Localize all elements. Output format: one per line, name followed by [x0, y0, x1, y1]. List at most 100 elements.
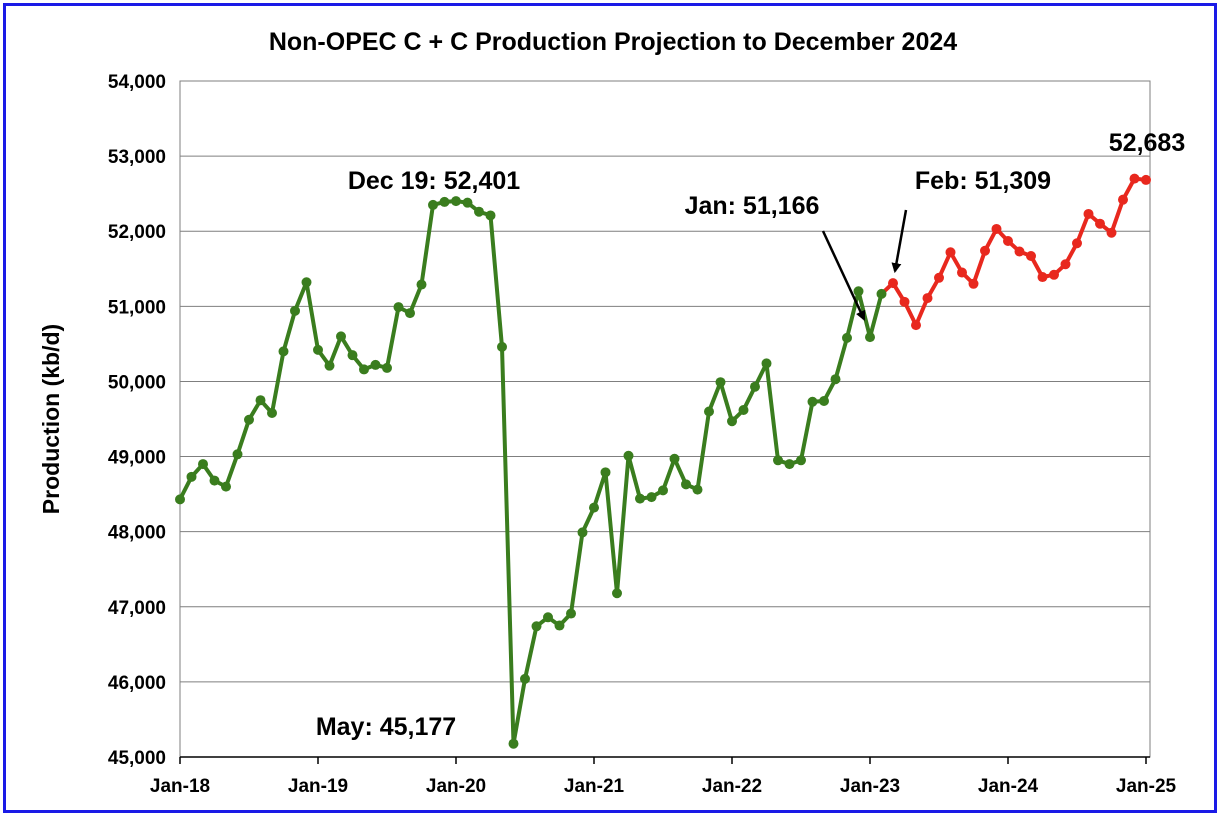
- data-point: [301, 277, 312, 288]
- data-point: [416, 279, 427, 290]
- data-point: [451, 196, 461, 207]
- data-point: [888, 278, 898, 289]
- data-point: [1026, 251, 1036, 262]
- chart-title: Non-OPEC C + C Production Projection to …: [269, 28, 957, 56]
- data-point: [370, 359, 381, 370]
- data-point: [267, 407, 277, 418]
- data-point: [750, 381, 760, 392]
- y-tick-label: 46,000: [108, 673, 166, 694]
- data-point: [807, 396, 818, 407]
- data-point: [439, 196, 450, 207]
- series-lines: [178, 176, 1147, 746]
- data-point: [485, 210, 496, 221]
- data-point: [255, 395, 266, 406]
- series-line-0: [178, 199, 884, 746]
- y-tick-label: 53,000: [108, 147, 166, 168]
- data-point: [1083, 208, 1094, 219]
- data-point: [738, 404, 749, 415]
- data-point: [1095, 218, 1105, 229]
- data-point: [1003, 235, 1013, 246]
- data-point: [842, 332, 852, 343]
- x-tick-label: Jan-25: [1116, 776, 1177, 797]
- data-point: [612, 588, 622, 599]
- data-point: [796, 455, 806, 466]
- y-tick-label: 45,000: [108, 748, 166, 769]
- data-point: [934, 272, 944, 283]
- data-point: [830, 374, 841, 385]
- data-point: [1141, 174, 1151, 185]
- data-point: [922, 293, 933, 304]
- y-tick-label: 52,000: [108, 222, 166, 243]
- y-tick-label: 51,000: [108, 297, 166, 318]
- data-point: [405, 308, 415, 319]
- annotation-label: Dec 19: 52,401: [348, 167, 520, 195]
- annotation-label: Jan: 51,166: [685, 192, 820, 220]
- y-tick-label: 47,000: [108, 598, 166, 619]
- x-tick-label: Jan-24: [978, 776, 1039, 797]
- data-point: [543, 612, 553, 623]
- y-tick-label: 48,000: [108, 523, 166, 544]
- data-point: [290, 305, 300, 316]
- data-point: [428, 199, 438, 210]
- data-point: [186, 471, 197, 482]
- data-point: [497, 341, 507, 352]
- data-point: [669, 453, 680, 464]
- data-point: [209, 475, 220, 486]
- y-tick-label: 54,000: [108, 72, 166, 93]
- data-point: [853, 286, 864, 297]
- data-point: [554, 620, 565, 631]
- x-tick-label: Jan-22: [702, 776, 762, 797]
- data-point: [577, 527, 588, 538]
- chart-frame: [3, 3, 1217, 813]
- data-point: [876, 288, 887, 299]
- data-point: [520, 673, 530, 684]
- series-line-1: [880, 176, 1147, 328]
- data-point: [980, 245, 990, 256]
- annotation-arrow: [821, 230, 866, 321]
- y-tick-labels: 45,000 46,000 47,000 48,000 49,000 50,000 51,0…: [108, 72, 166, 769]
- data-point: [244, 414, 254, 425]
- x-tick-label: Jan-18: [150, 776, 210, 797]
- data-point: [658, 485, 668, 496]
- y-tick-label: 50,000: [108, 372, 166, 393]
- data-point: [704, 406, 714, 417]
- data-point: [727, 416, 737, 427]
- annotation-label: Feb: 51,309: [915, 167, 1051, 195]
- data-point: [336, 331, 346, 342]
- data-point: [1072, 238, 1082, 249]
- data-point: [635, 493, 645, 504]
- x-tick-label: Jan-20: [426, 776, 486, 797]
- annotation-arrows: [821, 209, 908, 321]
- data-point: [715, 377, 726, 388]
- data-point: [508, 738, 519, 749]
- data-point: [589, 502, 599, 513]
- data-point: [1049, 269, 1059, 280]
- data-point: [347, 350, 358, 361]
- data-point: [1129, 173, 1140, 184]
- data-point: [1106, 227, 1117, 238]
- x-tick-label: Jan-21: [564, 776, 625, 797]
- data-point: [911, 320, 921, 331]
- data-point: [175, 494, 185, 505]
- data-point: [462, 197, 473, 208]
- data-point: [359, 364, 369, 375]
- data-point: [324, 360, 335, 371]
- data-point: [945, 247, 956, 258]
- data-point: [313, 344, 323, 355]
- data-point: [968, 278, 979, 289]
- data-point: [819, 395, 829, 406]
- data-point: [623, 450, 634, 461]
- data-point: [692, 484, 703, 495]
- annotation-arrow: [891, 209, 908, 274]
- data-point: [1118, 194, 1128, 205]
- data-point: [566, 608, 576, 619]
- data-point: [474, 206, 484, 217]
- annotation-label: 52,683: [1109, 129, 1185, 157]
- series-points: [175, 173, 1151, 749]
- data-point: [899, 296, 910, 307]
- data-point: [1014, 246, 1025, 257]
- data-point: [773, 455, 783, 466]
- data-point: [232, 449, 243, 460]
- annotations: Dec 19: 52,401 May: 45,177 Jan: 51,166 Feb:…: [316, 129, 1185, 741]
